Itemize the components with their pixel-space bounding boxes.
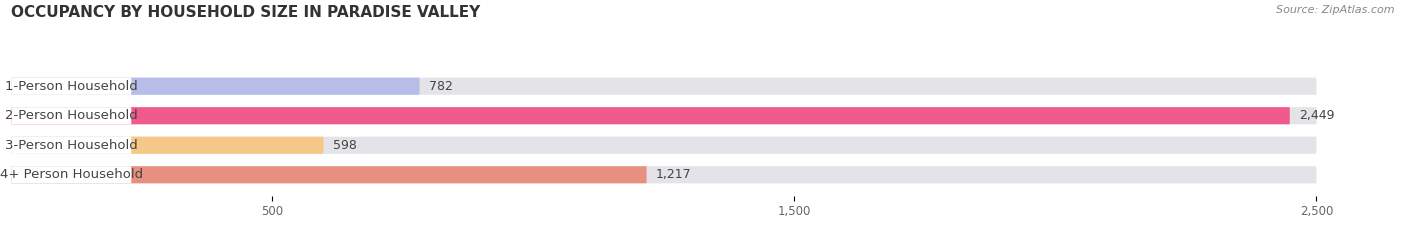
FancyBboxPatch shape: [11, 137, 131, 154]
Text: 1,217: 1,217: [657, 168, 692, 181]
Text: 2,449: 2,449: [1299, 109, 1334, 122]
Text: 3-Person Household: 3-Person Household: [4, 139, 138, 152]
Text: OCCUPANCY BY HOUSEHOLD SIZE IN PARADISE VALLEY: OCCUPANCY BY HOUSEHOLD SIZE IN PARADISE …: [11, 5, 481, 20]
Text: 2-Person Household: 2-Person Household: [4, 109, 138, 122]
Text: 4+ Person Household: 4+ Person Household: [0, 168, 143, 181]
FancyBboxPatch shape: [11, 137, 1316, 154]
FancyBboxPatch shape: [11, 107, 131, 124]
FancyBboxPatch shape: [11, 166, 1316, 183]
FancyBboxPatch shape: [11, 107, 1316, 124]
Text: 782: 782: [429, 80, 453, 93]
FancyBboxPatch shape: [11, 78, 131, 95]
FancyBboxPatch shape: [11, 78, 1316, 95]
FancyBboxPatch shape: [11, 78, 419, 95]
FancyBboxPatch shape: [11, 107, 1289, 124]
Text: 1-Person Household: 1-Person Household: [4, 80, 138, 93]
Text: 598: 598: [333, 139, 357, 152]
FancyBboxPatch shape: [11, 166, 131, 183]
FancyBboxPatch shape: [11, 137, 323, 154]
FancyBboxPatch shape: [11, 166, 647, 183]
Text: Source: ZipAtlas.com: Source: ZipAtlas.com: [1277, 5, 1395, 15]
